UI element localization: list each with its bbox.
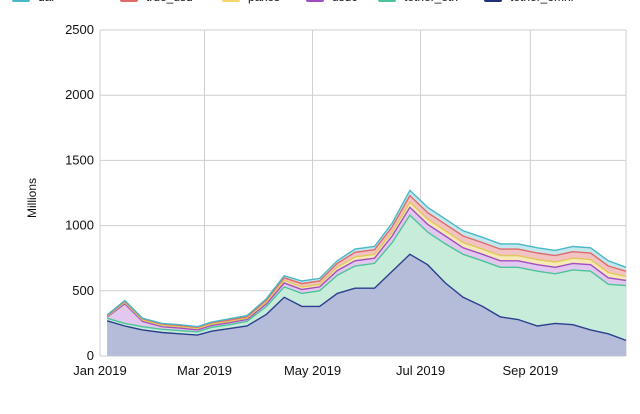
line-paxos <box>106 200 627 330</box>
legend-label-usdc: usdc <box>332 0 357 4</box>
legend-swatch-tether-omni <box>484 0 502 2</box>
line-dai <box>106 189 627 328</box>
series-areas <box>107 190 627 356</box>
area-tether-omni <box>107 254 627 356</box>
y-tick-label: 1000 <box>65 218 94 233</box>
line-tether-eth <box>106 214 627 333</box>
x-tick-label: May 2019 <box>284 363 341 378</box>
legend-swatch-tether-eth <box>378 0 396 2</box>
series-lines <box>106 189 627 342</box>
x-ticks: Jan 2019 Mar 2019 May 2019 Jul 2019 Sep 2019 <box>73 363 558 378</box>
area-tether-eth <box>107 215 627 341</box>
legend-swatch-dai <box>12 0 30 2</box>
y-tick-label: 500 <box>72 283 94 298</box>
line-tether-omni <box>106 253 627 342</box>
legend-label-true-usd: true_usd <box>146 0 193 4</box>
y-axis-label: Millions <box>25 178 39 218</box>
y-tick-label: 0 <box>87 348 94 363</box>
legend-label-tether-omni: tether_omni <box>510 0 573 4</box>
x-tick-label: Jan 2019 <box>73 363 127 378</box>
legend-label-tether-eth: tether_eth <box>404 0 458 4</box>
y-tick-label: 1500 <box>65 152 94 167</box>
legend-label-dai: dai <box>38 0 54 4</box>
y-tick-label: 2000 <box>65 87 94 102</box>
legend-swatch-usdc <box>306 0 324 2</box>
legend: dai true_usd paxos usdc tether_eth tether_omn… <box>12 0 573 4</box>
x-tick-label: Jul 2019 <box>396 363 445 378</box>
legend-label-paxos: paxos <box>248 0 280 4</box>
x-tick-label: Mar 2019 <box>177 363 232 378</box>
line-usdc <box>106 206 627 331</box>
x-tick-label: Sep 2019 <box>503 363 559 378</box>
legend-swatch-true-usd <box>120 0 138 2</box>
y-tick-label: 2500 <box>65 22 94 37</box>
y-ticks: 0 500 1000 1500 2000 2500 <box>65 22 94 363</box>
legend-swatch-paxos <box>222 0 240 2</box>
